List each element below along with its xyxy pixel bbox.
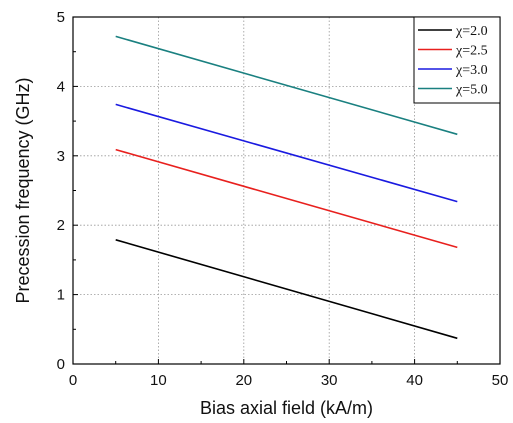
x-tick-label: 30 <box>321 372 338 389</box>
x-tick-label: 50 <box>492 372 509 389</box>
y-axis-label: Precession frequency (GHz) <box>13 77 33 303</box>
y-tick-label: 0 <box>57 356 65 373</box>
legend: χ=2.0 χ=2.5 χ=3.0 χ=5.0 <box>413 16 501 104</box>
tick-labels: 0 10 20 30 40 50 0 1 2 3 4 5 <box>57 9 509 389</box>
y-tick-label: 4 <box>57 78 65 95</box>
legend-label: χ=2.5 <box>455 44 488 59</box>
legend-label: χ=3.0 <box>455 63 488 78</box>
y-tick-label: 1 <box>57 287 65 304</box>
x-tick-label: 20 <box>235 372 252 389</box>
grid-lines <box>73 17 500 364</box>
series-line <box>115 35 458 136</box>
series-lines <box>115 35 458 340</box>
x-tick-label: 10 <box>150 372 167 389</box>
axis-ticks <box>72 16 501 365</box>
x-axis-label: Bias axial field (kA/m) <box>200 398 373 418</box>
x-tick-label: 0 <box>69 372 77 389</box>
x-tick-label: 40 <box>406 372 423 389</box>
legend-label: χ=2.0 <box>455 24 488 39</box>
series-line <box>115 103 458 203</box>
y-tick-label: 2 <box>57 217 65 234</box>
legend-label: χ=5.0 <box>455 83 488 98</box>
y-tick-label: 5 <box>57 9 65 26</box>
y-tick-label: 3 <box>57 148 65 165</box>
series-line <box>115 239 458 340</box>
series-line <box>115 148 458 249</box>
